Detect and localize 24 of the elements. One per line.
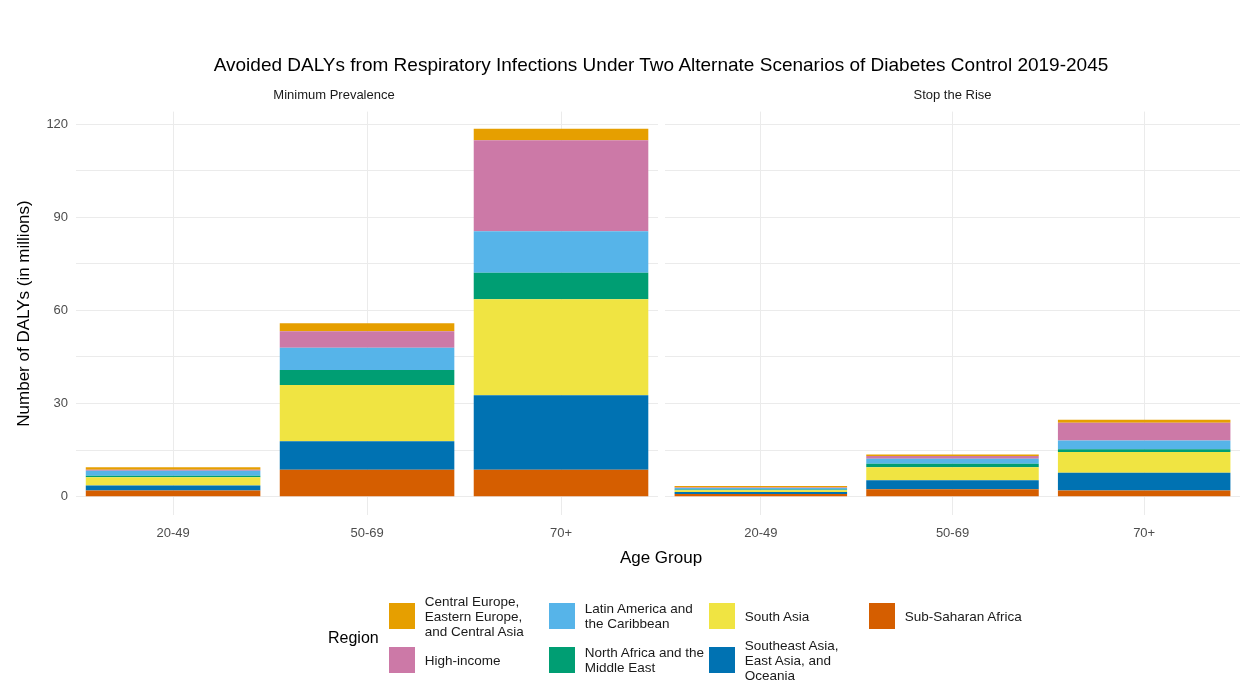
legend-label: High-income — [424, 652, 501, 668]
y-tick-label: 90 — [53, 208, 69, 224]
chart-subtitle: Stop the Rise — [913, 87, 992, 103]
legend-label: North Africa and the Middle East — [584, 645, 705, 675]
x-tick-label: 50-69 — [350, 524, 384, 540]
x-tick-label: 70+ — [549, 524, 573, 540]
legend-label: Southeast Asia, East Asia, and Oceania — [744, 637, 840, 683]
legend-label: Latin America and the Caribbean — [584, 601, 694, 631]
y-tick-label: 30 — [53, 395, 69, 411]
x-axis-title: Age Group — [618, 548, 704, 568]
y-tick-label: 0 — [60, 488, 69, 504]
legend-label: Sub-Saharan Africa — [904, 608, 1022, 624]
legend-label: South Asia — [744, 608, 810, 624]
legend-title: Region — [328, 629, 379, 647]
chart-subtitle: Minimum Prevalence — [273, 87, 395, 103]
x-tick-label: 20-49 — [156, 524, 190, 540]
x-tick-label: 70+ — [1133, 524, 1156, 540]
x-tick-label: 20-49 — [744, 524, 778, 540]
chart-title: Avoided DALYs from Respiratory Infections Under Two Alternate Scenarios of Diabetes Control 2019-2045 — [212, 54, 1110, 76]
y-tick-label: 60 — [53, 301, 69, 317]
y-tick-label: 120 — [46, 115, 69, 131]
legend-label: Central Europe, Eastern Europe, and Central Asia — [424, 593, 525, 639]
x-tick-label: 50-69 — [935, 524, 970, 540]
y-axis-title: Number of DALYs (in millions) — [13, 200, 33, 427]
